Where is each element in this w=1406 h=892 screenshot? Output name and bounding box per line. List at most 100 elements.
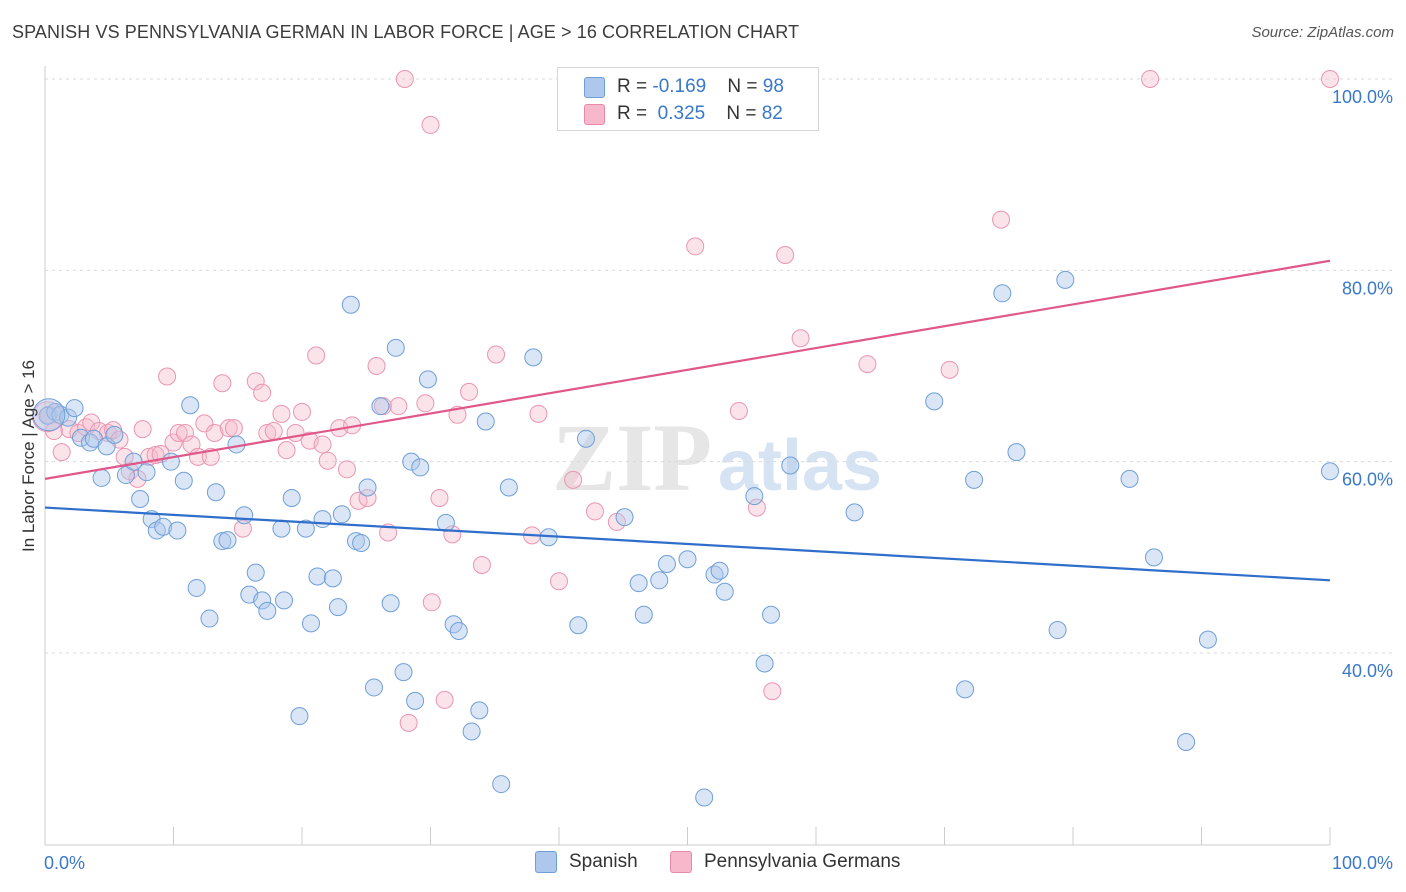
spanish-point	[1048, 621, 1067, 640]
pennsylvania-germans-point	[472, 555, 491, 574]
grid-lines	[45, 78, 1392, 654]
spanish-point	[92, 468, 111, 487]
pennsylvania-germans-point	[460, 382, 479, 401]
spanish-point	[296, 519, 315, 538]
pennsylvania-germans-points	[32, 70, 1339, 732]
spanish-point	[206, 483, 225, 502]
correlation-legend: R = -0.169 N = 98 R = 0.325 N = 82	[557, 67, 819, 131]
spanish-point	[394, 663, 413, 682]
pennsylvania-germans-point	[219, 419, 238, 438]
spanish-point	[755, 654, 774, 673]
axes	[44, 66, 1331, 846]
pennsylvania-germans-point	[776, 246, 795, 265]
spanish-point	[956, 680, 975, 699]
pennsylvania-germans-point	[337, 460, 356, 479]
r-value-pennsylvania-germans: 0.325	[657, 103, 706, 124]
spanish-swatch	[584, 77, 605, 98]
pennsylvania-germans-point	[858, 355, 877, 374]
pennsylvania-germans-point	[399, 713, 418, 732]
pennsylvania-germans-point	[430, 489, 449, 508]
pennsylvania-germans-point	[585, 502, 604, 521]
spanish-point	[476, 412, 495, 431]
pennsylvania-germans-point	[367, 357, 386, 375]
spanish-point	[715, 582, 734, 601]
spanish-point	[59, 408, 78, 427]
spanish-point	[524, 348, 543, 367]
pennsylvania-germans-point	[233, 519, 252, 538]
spanish-point	[965, 470, 984, 489]
spanish-point	[993, 284, 1012, 303]
spanish-point	[235, 506, 254, 525]
spanish-point	[272, 519, 291, 538]
spanish-point	[105, 425, 124, 444]
spanish-point	[275, 591, 294, 610]
spanish-point	[629, 574, 648, 593]
spanish-point	[492, 775, 511, 794]
spanish-point	[1198, 630, 1217, 649]
spanish-point	[131, 489, 150, 508]
pennsylvania-germans-point	[992, 210, 1011, 229]
spanish-point	[332, 505, 351, 524]
spanish-point	[634, 605, 653, 624]
watermark-zip: ZIP	[552, 404, 712, 511]
legend-item-spanish: Spanish	[535, 851, 638, 873]
y-tick-label: 100.0%	[1332, 87, 1393, 107]
y-tick-label: 80.0%	[1342, 278, 1393, 298]
spanish-point	[313, 510, 332, 529]
spanish-point	[65, 399, 84, 418]
y-tick-label: 40.0%	[1342, 661, 1393, 681]
pennsylvania-germans-point	[213, 374, 232, 393]
spanish-trend-line	[44, 506, 1331, 582]
spanish-point	[462, 722, 481, 741]
pennsylvania-germans-point	[435, 690, 454, 709]
n-value-spanish: 98	[762, 76, 784, 97]
spanish-point	[341, 295, 360, 314]
spanish-point	[411, 458, 430, 477]
pennsylvania-germans-point	[940, 360, 959, 379]
spanish-point	[174, 471, 193, 490]
spanish-point	[762, 605, 781, 624]
pennsylvania-germans-point	[763, 682, 782, 701]
spanish-point	[218, 531, 237, 550]
pennsylvania-germans-point	[421, 115, 440, 134]
pennsylvania-germans-point	[389, 397, 408, 416]
pennsylvania-germans-point	[416, 394, 435, 413]
pennsylvania-germans-point	[318, 451, 337, 470]
pennsylvania-germans-point	[205, 423, 224, 442]
r-value-spanish: -0.169	[652, 76, 707, 97]
pennsylvania-germans-point	[729, 401, 748, 420]
pennsylvania-germans-point	[564, 470, 583, 489]
spanish-point	[449, 621, 468, 640]
pennsylvania-germans-point	[550, 572, 568, 591]
spanish-points	[32, 270, 1339, 807]
pennsylvania-germans-point	[164, 433, 183, 452]
pennsylvania-germans-point	[791, 329, 810, 348]
spanish-point	[137, 463, 156, 482]
spanish-point	[402, 452, 421, 471]
legend-label-spanish: Spanish	[569, 851, 638, 872]
spanish-point	[308, 567, 327, 586]
spanish-point	[352, 533, 371, 552]
spanish-point	[1120, 469, 1139, 488]
spanish-point	[436, 513, 455, 532]
pennsylvania-germans-point	[176, 423, 195, 442]
pennsylvania-germans-point	[307, 346, 326, 365]
pennsylvania-germans-point	[246, 372, 265, 391]
spanish-point	[615, 508, 634, 527]
source-label: Source: ZipAtlas.com	[1251, 24, 1394, 41]
y-tick-label: 60.0%	[1342, 470, 1393, 490]
pennsylvania-germans-point	[264, 422, 283, 441]
pennsylvania-germans-point	[169, 423, 188, 442]
pennsylvania-germans-trend-line	[44, 259, 1331, 480]
pennsylvania-germans-point	[158, 367, 177, 386]
spanish-point	[364, 678, 383, 697]
pennsylvania-germans-point	[529, 404, 548, 423]
spanish-point	[695, 788, 714, 807]
pennsylvania-germans-point	[253, 383, 272, 402]
pennsylvania-germans-point	[422, 593, 441, 612]
r-label: R =	[617, 103, 653, 124]
n-label: N =	[726, 103, 762, 124]
spanish-point	[499, 478, 518, 497]
x-tick-label: 0.0%	[44, 853, 85, 873]
pennsylvania-germans-point	[52, 443, 71, 462]
